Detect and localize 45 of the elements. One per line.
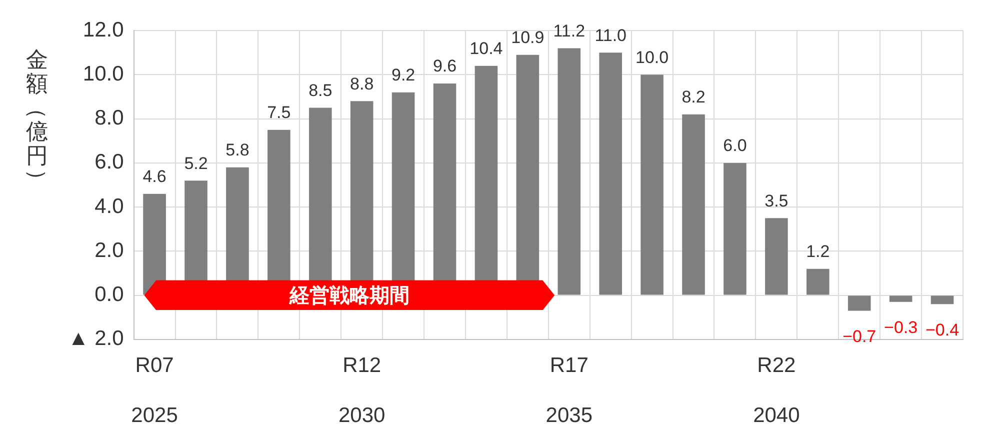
category-label: R12 2030: [338, 354, 386, 428]
data-label: 10.4: [470, 39, 503, 58]
data-label: −0.3: [884, 318, 918, 338]
y-tick-label: 8.0: [94, 106, 124, 130]
data-label: −0.7: [842, 326, 876, 346]
bar: [930, 296, 954, 304]
data-label: 5.2: [184, 154, 208, 173]
bar: [765, 218, 788, 295]
data-label: 3.5: [764, 191, 788, 210]
data-label: 9.2: [391, 66, 416, 85]
data-label: 7.5: [267, 103, 291, 122]
data-label: 4.6: [142, 167, 166, 186]
bar: [682, 114, 705, 295]
bar: [724, 162, 746, 295]
category-label: R22 2040: [753, 354, 800, 428]
data-label: 8.5: [308, 80, 332, 100]
y-tick-label: 2.0: [94, 238, 124, 262]
data-label: 10.9: [511, 28, 544, 48]
data-label: 1.2: [806, 242, 830, 262]
y-tick-label: 6.0: [94, 150, 124, 174]
bar: [558, 48, 581, 295]
data-label: 8.8: [350, 74, 374, 94]
bar: [848, 296, 871, 311]
data-label: 11.2: [553, 21, 586, 40]
y-tick-label: 10.0: [82, 62, 124, 86]
category-label: R07 2025: [131, 354, 178, 428]
y-axis-title: 金額（億円）: [24, 47, 50, 193]
category-label: R17 2035: [546, 354, 592, 428]
data-label: 9.6: [432, 56, 457, 76]
data-label: 8.2: [682, 88, 706, 107]
annotation: 経営戦略期間: [289, 284, 410, 309]
data-label: −0.4: [925, 320, 960, 340]
bar: [143, 194, 166, 295]
data-label: 5.8: [226, 140, 250, 160]
y-tick-label: 0.0: [94, 283, 124, 306]
bar: [599, 52, 622, 295]
bar: [640, 74, 664, 295]
bar: [806, 268, 830, 295]
y-tick-label: 4.0: [94, 194, 124, 218]
data-label: 10.0: [636, 48, 669, 67]
y-tick-label: ▲ 2.0: [68, 327, 124, 350]
y-tick-label: 12.0: [82, 18, 124, 42]
data-label: 11.0: [594, 26, 627, 45]
data-label: 6.0: [723, 136, 747, 156]
bar: [889, 296, 912, 302]
